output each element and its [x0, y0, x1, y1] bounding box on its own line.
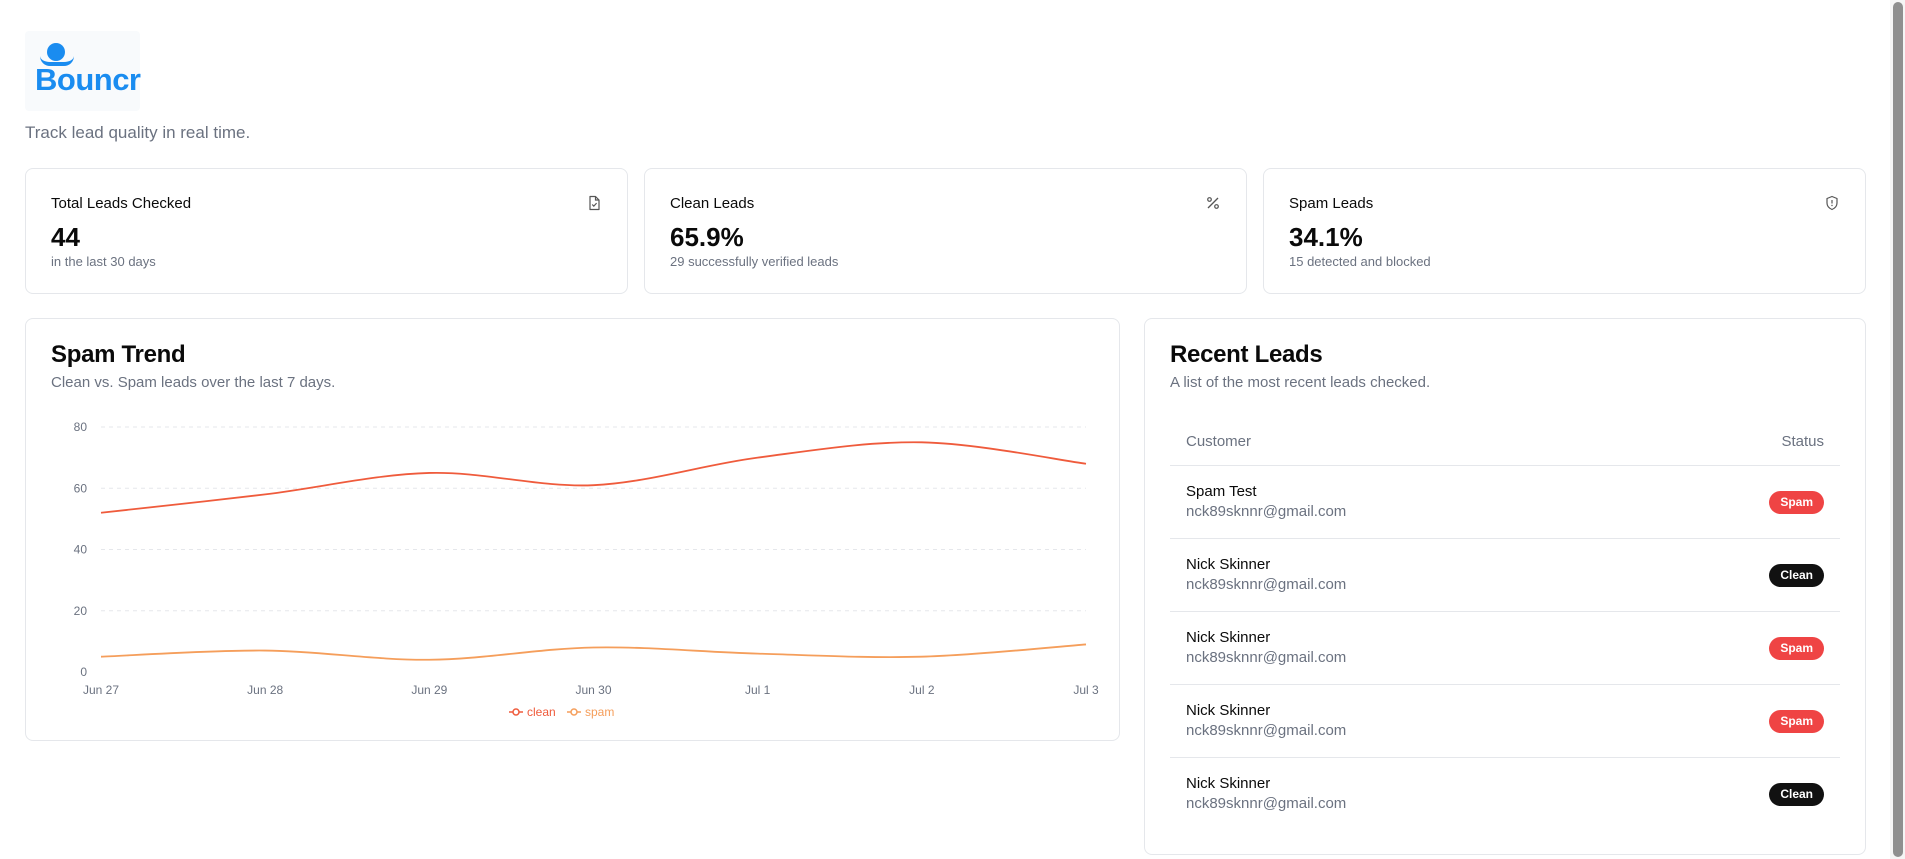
page-tagline: Track lead quality in real time.	[25, 123, 251, 142]
page-scrollbar[interactable]	[1890, 0, 1905, 859]
table-row[interactable]: Nick Skinner nck89sknnr@gmail.com Clean	[1170, 539, 1840, 612]
lead-email: nck89sknnr@gmail.com	[1186, 649, 1347, 666]
status-badge: Spam	[1769, 491, 1824, 514]
table-row[interactable]: Nick Skinner nck89sknnr@gmail.com Clean	[1170, 758, 1840, 831]
x-tick-label: Jul 3	[1073, 683, 1099, 697]
leads-subtitle: A list of the most recent leads checked.	[1170, 374, 1431, 391]
stat-card-total-leads: Total Leads Checked 44 in the last 30 da…	[25, 168, 628, 294]
table-row[interactable]: Nick Skinner nck89sknnr@gmail.com Spam	[1170, 612, 1840, 685]
spam-trend-card: Spam Trend Clean vs. Spam leads over the…	[25, 318, 1120, 741]
logo-figure-arm	[40, 56, 74, 66]
y-tick-label: 20	[74, 604, 88, 618]
leads-title: Recent Leads	[1170, 341, 1323, 368]
status-badge: Clean	[1769, 783, 1824, 806]
recent-leads-card: Recent Leads A list of the most recent l…	[1144, 318, 1866, 855]
stat-title: Clean Leads	[670, 195, 755, 212]
legend-label: spam	[585, 705, 614, 719]
table-header-divider	[1170, 465, 1840, 466]
lead-name: Nick Skinner	[1186, 629, 1271, 646]
lead-email: nck89sknnr@gmail.com	[1186, 795, 1347, 812]
series-line-spam	[100, 643, 1087, 661]
lead-name: Nick Skinner	[1186, 556, 1271, 573]
logo	[25, 31, 140, 111]
status-badge: Spam	[1769, 710, 1824, 733]
y-tick-label: 0	[80, 665, 87, 679]
legend-swatch-dot	[512, 708, 520, 716]
chart-title: Spam Trend	[51, 341, 186, 368]
spam-trend-chart: 0 20 40 60 80 Jun 27 Jun 28 Jun 29 Jun 30 Jul 1 Ju…	[74, 420, 1099, 719]
y-tick-label: 60	[74, 481, 88, 495]
stat-value: 65.9%	[670, 222, 744, 252]
y-tick-label: 80	[74, 420, 88, 434]
x-tick-label: Jul 2	[909, 683, 935, 697]
column-header-customer: Customer	[1186, 433, 1252, 450]
file-check-icon	[589, 195, 600, 211]
status-badge: Clean	[1769, 564, 1824, 587]
table-row[interactable]: Spam Test nck89sknnr@gmail.com Spam	[1170, 466, 1840, 539]
stat-card-clean-leads: Clean Leads 65.9% 29 successfully verifi…	[644, 168, 1247, 294]
stat-title: Total Leads Checked	[51, 195, 192, 212]
stat-subtitle: in the last 30 days	[51, 254, 156, 269]
percent-icon	[1207, 197, 1219, 209]
stat-value: 34.1%	[1289, 222, 1363, 252]
x-tick-label: Jun 27	[83, 683, 119, 697]
scrollbar-thumb[interactable]	[1893, 2, 1903, 857]
stat-card-spam-leads: Spam Leads 34.1% 15 detected and blocked	[1263, 168, 1866, 294]
stat-subtitle: 29 successfully verified leads	[670, 254, 839, 269]
x-tick-label: Jun 29	[411, 683, 447, 697]
chart-subtitle: Clean vs. Spam leads over the last 7 day…	[51, 374, 336, 391]
stat-subtitle: 15 detected and blocked	[1289, 254, 1431, 269]
logo-text: Bouncr	[35, 62, 141, 97]
y-tick-label: 40	[74, 543, 88, 557]
x-tick-label: Jul 1	[745, 683, 771, 697]
column-header-status: Status	[1781, 433, 1824, 450]
lead-email: nck89sknnr@gmail.com	[1186, 503, 1347, 520]
legend-swatch-dot	[570, 708, 578, 716]
x-tick-label: Jun 28	[247, 683, 283, 697]
lead-name: Nick Skinner	[1186, 702, 1271, 719]
table-row[interactable]: Nick Skinner nck89sknnr@gmail.com Spam	[1170, 685, 1840, 758]
stat-value: 44	[51, 222, 80, 252]
x-tick-label: Jun 30	[575, 683, 611, 697]
lead-email: nck89sknnr@gmail.com	[1186, 722, 1347, 739]
stat-title: Spam Leads	[1289, 195, 1374, 212]
series-line-clean	[100, 441, 1087, 514]
lead-name: Spam Test	[1186, 483, 1257, 500]
legend-label: clean	[527, 705, 556, 719]
lead-email: nck89sknnr@gmail.com	[1186, 576, 1347, 593]
shield-icon	[1826, 195, 1838, 211]
status-badge: Spam	[1769, 637, 1824, 660]
lead-name: Nick Skinner	[1186, 775, 1271, 792]
